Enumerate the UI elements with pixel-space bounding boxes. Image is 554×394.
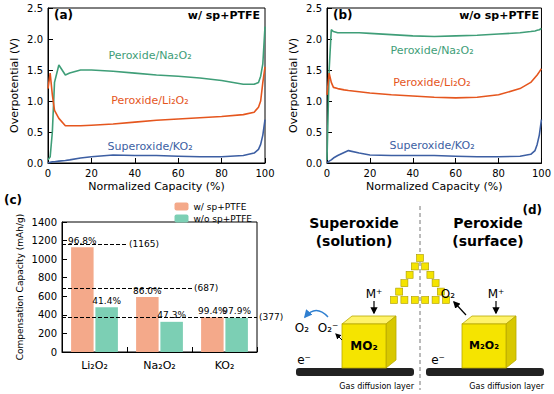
svg-text:1000: 1000 bbox=[32, 254, 57, 265]
svg-text:0.5: 0.5 bbox=[27, 127, 43, 138]
svg-text:60: 60 bbox=[172, 168, 185, 179]
svg-text:0: 0 bbox=[51, 347, 57, 358]
svg-text:(solution): (solution) bbox=[316, 233, 393, 249]
svg-text:100: 100 bbox=[532, 168, 551, 179]
svg-text:Normalized Capacity (%): Normalized Capacity (%) bbox=[366, 180, 502, 193]
svg-text:w/ sp+PTFE: w/ sp+PTFE bbox=[194, 202, 247, 212]
svg-text:1200: 1200 bbox=[32, 235, 57, 246]
svg-text:w/o sp+PTFE: w/o sp+PTFE bbox=[194, 214, 253, 224]
svg-text:M⁺: M⁺ bbox=[366, 287, 383, 301]
svg-text:2.5: 2.5 bbox=[27, 3, 43, 14]
svg-text:200: 200 bbox=[38, 328, 57, 339]
svg-text:40: 40 bbox=[406, 168, 419, 179]
svg-text:600: 600 bbox=[38, 291, 57, 302]
svg-text:Peroxide: Peroxide bbox=[453, 215, 523, 231]
svg-text:40: 40 bbox=[128, 168, 141, 179]
svg-text:Compensation Capacity (mAh/g): Compensation Capacity (mAh/g) bbox=[15, 214, 25, 360]
svg-text:(a): (a) bbox=[54, 8, 73, 22]
svg-text:(b): (b) bbox=[333, 8, 353, 22]
svg-text:80: 80 bbox=[215, 168, 228, 179]
svg-text:20: 20 bbox=[85, 168, 98, 179]
svg-text:Superoxide: Superoxide bbox=[309, 215, 398, 231]
svg-text:60: 60 bbox=[449, 168, 462, 179]
svg-text:1.0: 1.0 bbox=[27, 96, 43, 107]
svg-text:e⁻: e⁻ bbox=[431, 353, 445, 367]
svg-text:(d): (d) bbox=[522, 203, 542, 217]
svg-text:O₂: O₂ bbox=[295, 321, 309, 335]
svg-text:41.4%: 41.4% bbox=[92, 296, 121, 306]
svg-text:O₂: O₂ bbox=[441, 287, 455, 301]
svg-text:1400: 1400 bbox=[32, 217, 57, 228]
svg-text:Peroxide/Na₂O₂: Peroxide/Na₂O₂ bbox=[390, 44, 473, 57]
svg-text:(surface): (surface) bbox=[452, 233, 523, 249]
svg-text:MO₂: MO₂ bbox=[350, 339, 377, 353]
svg-text:0.0: 0.0 bbox=[27, 158, 43, 169]
svg-text:1.5: 1.5 bbox=[306, 65, 322, 76]
svg-text:20: 20 bbox=[364, 168, 377, 179]
svg-text:Overpotential (V): Overpotential (V) bbox=[287, 38, 300, 133]
svg-text:0.0: 0.0 bbox=[306, 158, 322, 169]
svg-text:O₂⁻: O₂⁻ bbox=[318, 321, 339, 335]
svg-text:(377): (377) bbox=[259, 312, 283, 322]
svg-text:0.5: 0.5 bbox=[306, 127, 322, 138]
svg-text:e⁻: e⁻ bbox=[297, 353, 311, 367]
svg-text:(c): (c) bbox=[4, 193, 22, 207]
svg-text:w/ sp+PTFE: w/ sp+PTFE bbox=[188, 9, 260, 22]
svg-text:Peroxide/Li₂O₂: Peroxide/Li₂O₂ bbox=[393, 76, 470, 89]
svg-text:M₂O₂: M₂O₂ bbox=[469, 339, 499, 352]
svg-text:w/o sp+PTFE: w/o sp+PTFE bbox=[459, 9, 539, 22]
svg-text:2.5: 2.5 bbox=[306, 3, 322, 14]
svg-text:Overpotential (V): Overpotential (V) bbox=[8, 38, 21, 133]
svg-text:(687): (687) bbox=[194, 283, 218, 293]
svg-text:400: 400 bbox=[38, 309, 57, 320]
svg-text:47.3%: 47.3% bbox=[157, 310, 186, 320]
svg-text:Li₂O₂: Li₂O₂ bbox=[81, 359, 108, 372]
svg-text:1.5: 1.5 bbox=[27, 65, 43, 76]
svg-text:Gas diffusion layer: Gas diffusion layer bbox=[469, 382, 544, 391]
svg-text:0: 0 bbox=[324, 168, 330, 179]
svg-text:Peroxide/Na₂O₂: Peroxide/Na₂O₂ bbox=[108, 49, 191, 62]
svg-text:2.0: 2.0 bbox=[306, 34, 322, 45]
svg-text:Superoxide/KO₂: Superoxide/KO₂ bbox=[107, 140, 192, 153]
svg-text:0: 0 bbox=[45, 168, 51, 179]
svg-text:100: 100 bbox=[255, 168, 274, 179]
svg-text:Peroxide/Li₂O₂: Peroxide/Li₂O₂ bbox=[111, 94, 188, 107]
svg-text:80: 80 bbox=[492, 168, 505, 179]
svg-text:1.0: 1.0 bbox=[306, 96, 322, 107]
svg-text:Gas diffusion layer: Gas diffusion layer bbox=[339, 382, 414, 391]
svg-text:KO₂: KO₂ bbox=[215, 359, 235, 372]
svg-text:86.0%: 86.0% bbox=[133, 286, 162, 296]
svg-text:800: 800 bbox=[38, 272, 57, 283]
svg-text:97.9%: 97.9% bbox=[222, 306, 251, 316]
svg-text:96.8%: 96.8% bbox=[68, 235, 97, 246]
svg-text:M⁺: M⁺ bbox=[488, 287, 505, 301]
svg-text:(1165): (1165) bbox=[129, 239, 159, 249]
svg-text:Superoxide/KO₂: Superoxide/KO₂ bbox=[389, 139, 474, 152]
svg-text:99.4%: 99.4% bbox=[198, 305, 227, 316]
svg-text:Normalized Capacity (%): Normalized Capacity (%) bbox=[88, 180, 224, 193]
svg-text:Na₂O₂: Na₂O₂ bbox=[143, 359, 175, 372]
svg-text:2.0: 2.0 bbox=[27, 34, 43, 45]
